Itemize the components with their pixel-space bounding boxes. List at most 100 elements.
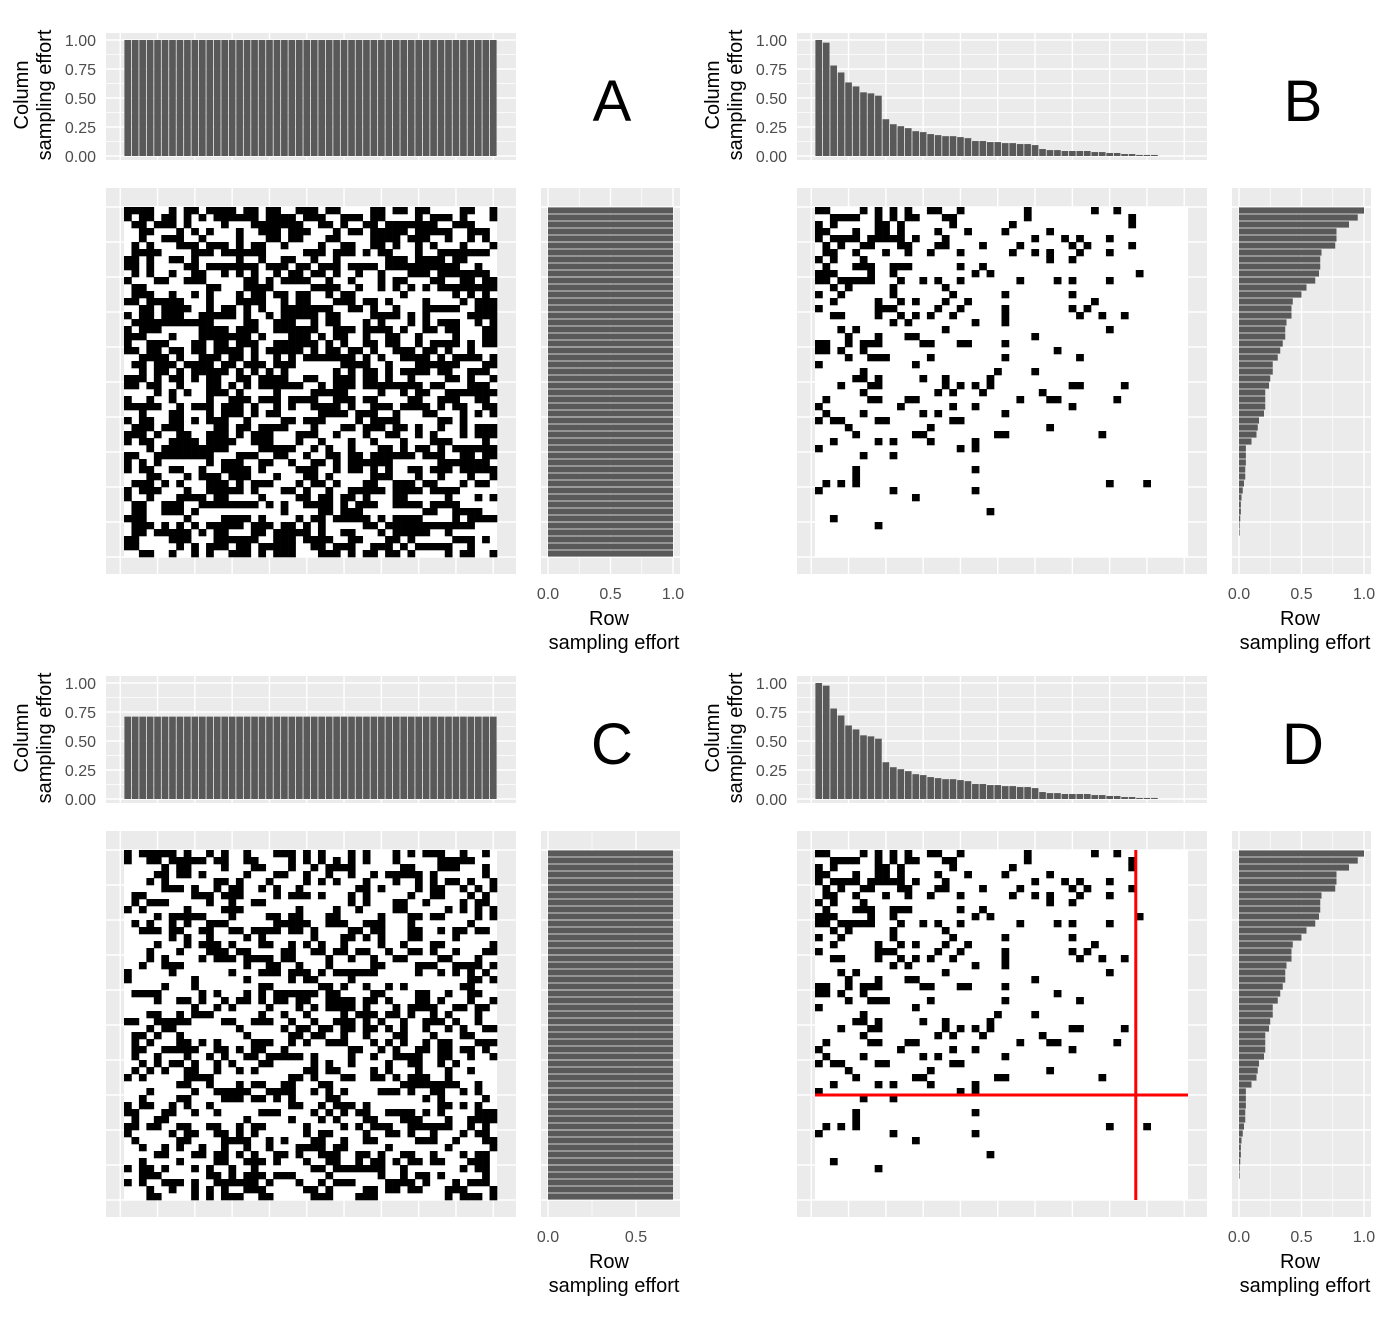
matrix-cell xyxy=(392,284,401,292)
matrix-cell xyxy=(859,256,868,264)
matrix-cell xyxy=(198,1074,207,1082)
matrix-cell xyxy=(429,340,438,348)
matrix-cell xyxy=(273,207,281,215)
matrix-cell xyxy=(815,878,823,886)
matrix-cell xyxy=(859,410,868,418)
matrix-cell xyxy=(1105,235,1114,243)
matrix-cell xyxy=(317,892,326,900)
matrix-cell xyxy=(340,948,349,956)
matrix-cell xyxy=(250,242,259,250)
matrix-cell xyxy=(859,375,868,383)
column-effort-bar xyxy=(815,683,823,799)
matrix-cell xyxy=(482,284,490,292)
matrix-cell xyxy=(310,1186,319,1194)
matrix-cell xyxy=(474,284,483,292)
matrix-cell xyxy=(459,536,468,544)
matrix-cell xyxy=(822,850,831,858)
row-effort-bar xyxy=(548,347,673,354)
matrix-cell xyxy=(191,1151,199,1159)
matrix-cell xyxy=(131,1116,140,1124)
matrix-cell xyxy=(414,927,423,935)
matrix-cell xyxy=(153,473,162,481)
matrix-cell xyxy=(161,1179,170,1187)
matrix-cell xyxy=(191,256,199,264)
matrix-cell xyxy=(904,976,913,984)
matrix-cell xyxy=(250,536,259,544)
matrix-cell xyxy=(273,382,281,390)
matrix-cell xyxy=(325,1004,334,1012)
matrix-cell xyxy=(407,221,416,229)
matrix-cell xyxy=(176,494,184,502)
matrix-cell xyxy=(183,536,192,544)
matrix-cell xyxy=(131,536,140,544)
matrix-cell xyxy=(325,1095,334,1103)
matrix-cell xyxy=(332,543,341,551)
matrix-cell xyxy=(332,990,341,998)
matrix-cell xyxy=(392,878,401,886)
matrix-cell xyxy=(489,298,498,306)
matrix-cell xyxy=(400,354,408,362)
matrix-cell xyxy=(385,543,393,551)
matrix-cell xyxy=(235,403,244,411)
x-tick-label: 0.5 xyxy=(599,586,621,603)
matrix-cell xyxy=(206,312,214,320)
matrix-cell xyxy=(414,333,423,341)
matrix-cell xyxy=(889,291,898,299)
matrix-cell xyxy=(400,445,408,453)
matrix-cell xyxy=(168,466,177,474)
matrix-cell xyxy=(489,997,498,1005)
matrix-cell xyxy=(444,1102,453,1110)
matrix-cell xyxy=(235,389,244,397)
matrix-cell xyxy=(414,997,423,1005)
matrix-cell xyxy=(934,885,943,893)
matrix-cell xyxy=(407,270,416,278)
matrix-cell xyxy=(168,389,177,397)
matrix-cell xyxy=(303,522,311,530)
row-effort-bar xyxy=(548,1123,673,1130)
matrix-cell xyxy=(444,375,453,383)
matrix-cell xyxy=(815,487,823,495)
matrix-cell xyxy=(183,515,192,523)
matrix-cell xyxy=(347,871,356,879)
matrix-cell xyxy=(280,312,289,320)
matrix-cell xyxy=(370,871,378,879)
matrix-cell xyxy=(467,221,475,229)
x-tick-label: 1.0 xyxy=(1353,586,1375,603)
matrix-cell xyxy=(310,459,319,467)
matrix-cell xyxy=(829,312,838,320)
matrix-cell xyxy=(370,375,378,383)
matrix-cell xyxy=(926,340,935,348)
matrix-cell xyxy=(310,1053,319,1061)
matrix-cell xyxy=(489,389,498,397)
matrix-cell xyxy=(206,382,214,390)
matrix-cell xyxy=(131,920,140,928)
matrix-cell xyxy=(295,906,304,914)
matrix-cell xyxy=(317,459,326,467)
matrix-cell xyxy=(377,1158,386,1166)
matrix-cell xyxy=(1053,347,1062,355)
matrix-cell xyxy=(124,347,132,355)
matrix-cell xyxy=(971,1109,980,1117)
matrix-cell xyxy=(280,990,289,998)
matrix-cell xyxy=(392,312,401,320)
matrix-cell xyxy=(295,1004,304,1012)
matrix-cell xyxy=(310,515,319,523)
matrix-cell xyxy=(904,263,913,271)
matrix-cell xyxy=(206,487,214,495)
matrix-cell xyxy=(176,305,184,313)
matrix-cell xyxy=(467,962,475,970)
matrix-cell xyxy=(489,445,498,453)
matrix-cell xyxy=(941,857,950,865)
matrix-cell xyxy=(288,969,296,977)
matrix-cell xyxy=(243,396,252,404)
matrix-cell xyxy=(131,403,140,411)
matrix-cell xyxy=(265,445,274,453)
matrix-cell xyxy=(437,864,446,872)
matrix-cell xyxy=(191,494,199,502)
matrix-cell xyxy=(429,452,438,460)
matrix-cell xyxy=(153,487,162,495)
matrix-cell xyxy=(138,305,147,313)
matrix-cell xyxy=(355,284,364,292)
matrix-cell xyxy=(474,1011,483,1019)
matrix-cell xyxy=(332,459,341,467)
